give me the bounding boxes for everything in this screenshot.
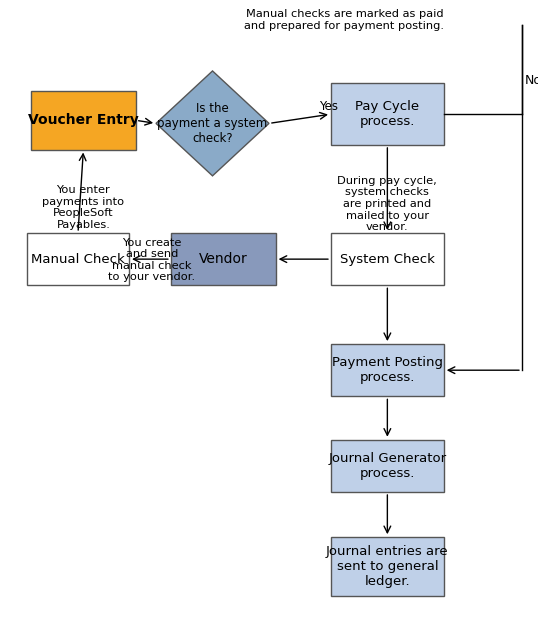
Bar [31,91,136,149]
Bar [331,537,444,596]
Text: Journal entries are
sent to general
ledger.: Journal entries are sent to general ledg… [326,545,449,588]
Bar [331,233,444,285]
Text: Is the
payment a system
check?: Is the payment a system check? [158,102,267,145]
Text: Payment Posting
process.: Payment Posting process. [332,356,443,384]
Text: Pay Cycle
process.: Pay Cycle process. [355,100,420,128]
Polygon shape [156,71,269,176]
Text: No: No [525,73,538,87]
Text: Manual checks are marked as paid
and prepared for payment posting.: Manual checks are marked as paid and pre… [244,9,444,31]
Text: Manual Check: Manual Check [31,252,125,266]
Text: Vendor: Vendor [199,252,247,266]
Bar [171,233,275,285]
Bar [331,439,444,492]
Text: Yes: Yes [318,99,338,113]
Bar [27,233,129,285]
Text: You enter
payments into
PeopleSoft
Payables.: You enter payments into PeopleSoft Payab… [43,185,124,230]
Bar [331,83,444,145]
Text: Voucher Entry: Voucher Entry [28,114,139,127]
Text: During pay cycle,
system checks
are printed and
mailed to your
vendor.: During pay cycle, system checks are prin… [337,176,437,232]
Text: System Check: System Check [340,252,435,266]
Text: You create
and send
manual check
to your vendor.: You create and send manual check to your… [108,238,195,283]
Bar [331,344,444,397]
Text: Journal Generator
process.: Journal Generator process. [328,452,447,480]
